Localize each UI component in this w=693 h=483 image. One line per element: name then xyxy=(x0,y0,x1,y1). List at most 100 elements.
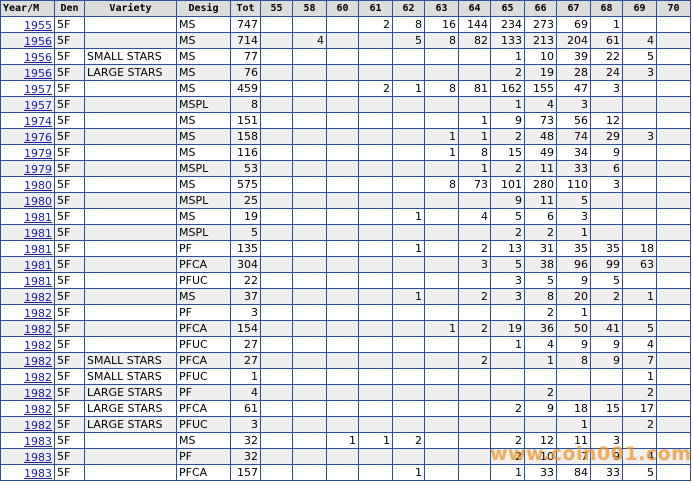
table-cell xyxy=(326,64,359,81)
year-link[interactable]: 1982 xyxy=(24,307,52,320)
table-cell: 24 xyxy=(590,64,623,81)
table-cell: 3 xyxy=(490,288,525,305)
table-cell xyxy=(656,304,691,321)
table-cell xyxy=(458,416,491,433)
table-cell: 74 xyxy=(556,128,591,145)
table-cell: 1 xyxy=(458,112,491,129)
year-link[interactable]: 1974 xyxy=(24,115,52,128)
table-cell xyxy=(622,112,657,129)
year-link[interactable]: 1982 xyxy=(24,291,52,304)
year-link[interactable]: 1955 xyxy=(24,19,52,32)
table-cell: SMALL STARS xyxy=(84,368,177,385)
table-cell: 5 xyxy=(490,256,525,273)
year-link[interactable]: 1981 xyxy=(24,259,52,272)
table-cell: 213 xyxy=(524,32,557,49)
column-header: 55 xyxy=(260,0,293,17)
table-cell xyxy=(358,224,393,241)
year-link[interactable]: 1983 xyxy=(24,451,52,464)
table-row: 1981 5F PFUC 22 3 5 9 5 xyxy=(0,272,691,289)
table-cell xyxy=(424,400,459,417)
table-cell xyxy=(392,384,425,401)
table-row: 1956 5F LARGE STARS MS 76 2 19 28 24 3 xyxy=(0,64,691,81)
year-link[interactable]: 1957 xyxy=(24,99,52,112)
table-cell: 2 xyxy=(490,224,525,241)
year-link[interactable]: 1981 xyxy=(24,243,52,256)
table-cell xyxy=(292,304,327,321)
table-cell: 5F xyxy=(54,448,85,465)
table-cell: 5F xyxy=(54,352,85,369)
year-link[interactable]: 1982 xyxy=(24,403,52,416)
table-cell: 61 xyxy=(230,400,261,417)
table-cell xyxy=(622,96,657,113)
table-cell xyxy=(260,32,293,49)
year-link[interactable]: 1983 xyxy=(24,467,52,480)
table-cell xyxy=(292,336,327,353)
table-cell: 101 xyxy=(490,176,525,193)
table-cell: 5F xyxy=(54,176,85,193)
table-cell: 37 xyxy=(230,288,261,305)
year-link[interactable]: 1982 xyxy=(24,323,52,336)
table-cell xyxy=(260,208,293,225)
year-link[interactable]: 1957 xyxy=(24,83,52,96)
table-cell xyxy=(358,304,393,321)
table-cell xyxy=(292,96,327,113)
year-link[interactable]: 1982 xyxy=(24,339,52,352)
year-link[interactable]: 1979 xyxy=(24,163,52,176)
table-cell: 48 xyxy=(524,128,557,145)
table-cell: 1956 xyxy=(0,64,55,81)
table-row: 1981 5F MSPL 5 2 2 1 xyxy=(0,224,691,241)
table-cell xyxy=(292,320,327,337)
table-cell xyxy=(260,128,293,145)
year-link[interactable]: 1982 xyxy=(24,355,52,368)
table-cell xyxy=(326,208,359,225)
table-cell xyxy=(458,192,491,209)
table-cell: PF xyxy=(176,448,231,465)
table-cell xyxy=(358,32,393,49)
year-link[interactable]: 1983 xyxy=(24,435,52,448)
table-cell xyxy=(424,224,459,241)
table-cell xyxy=(392,48,425,65)
table-cell xyxy=(424,416,459,433)
year-link[interactable]: 1980 xyxy=(24,179,52,192)
year-link[interactable]: 1982 xyxy=(24,419,52,432)
table-cell xyxy=(392,64,425,81)
year-link[interactable]: 1979 xyxy=(24,147,52,160)
table-cell xyxy=(424,160,459,177)
year-link[interactable]: 1956 xyxy=(24,67,52,80)
table-cell xyxy=(292,208,327,225)
year-link[interactable]: 1981 xyxy=(24,211,52,224)
year-link[interactable]: 1981 xyxy=(24,275,52,288)
table-cell: 9 xyxy=(490,192,525,209)
table-row: 1982 5F PFCA 154 1 2 19 36 50 41 5 xyxy=(0,320,691,337)
table-cell: 8 xyxy=(392,16,425,33)
table-cell xyxy=(358,144,393,161)
year-link[interactable]: 1956 xyxy=(24,51,52,64)
year-link[interactable]: 1981 xyxy=(24,227,52,240)
table-cell: 747 xyxy=(230,16,261,33)
table-cell xyxy=(326,192,359,209)
table-cell: 1974 xyxy=(0,112,55,129)
table-cell: 2 xyxy=(458,288,491,305)
table-cell: MS xyxy=(176,64,231,81)
year-link[interactable]: 1956 xyxy=(24,35,52,48)
table-cell: 1 xyxy=(424,144,459,161)
table-cell xyxy=(458,432,491,449)
table-cell xyxy=(392,256,425,273)
table-cell: 8 xyxy=(556,352,591,369)
year-link[interactable]: 1982 xyxy=(24,371,52,384)
year-link[interactable]: 1976 xyxy=(24,131,52,144)
table-cell xyxy=(490,368,525,385)
table-cell: 1956 xyxy=(0,32,55,49)
year-link[interactable]: 1982 xyxy=(24,387,52,400)
year-link[interactable]: 1980 xyxy=(24,195,52,208)
table-cell: 304 xyxy=(230,256,261,273)
table-cell xyxy=(392,224,425,241)
table-cell xyxy=(84,16,177,33)
table-cell: 5 xyxy=(490,208,525,225)
table-cell: 157 xyxy=(230,464,261,481)
table-cell: 32 xyxy=(230,432,261,449)
table-cell: PF xyxy=(176,240,231,257)
table-cell: 9 xyxy=(556,336,591,353)
table-cell xyxy=(656,288,691,305)
table-cell xyxy=(292,192,327,209)
